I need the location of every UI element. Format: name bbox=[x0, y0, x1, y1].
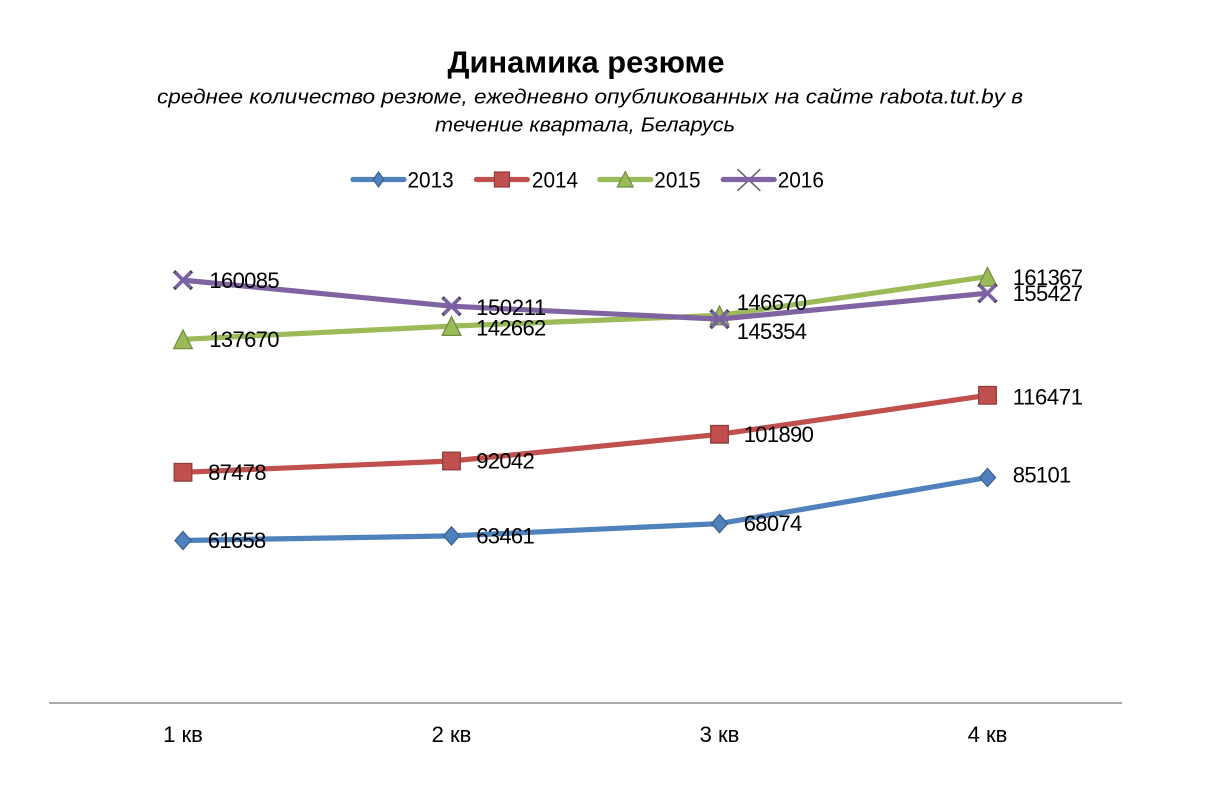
svg-text:68074: 68074 bbox=[744, 511, 803, 536]
svg-text:2014: 2014 bbox=[532, 167, 578, 192]
svg-text:3 кв: 3 кв bbox=[700, 722, 740, 747]
svg-text:2 кв: 2 кв bbox=[432, 722, 472, 747]
svg-text:4 кв: 4 кв bbox=[968, 722, 1008, 747]
svg-text:150211: 150211 bbox=[476, 295, 546, 320]
svg-text:155427: 155427 bbox=[1013, 281, 1083, 306]
svg-text:течение квартала, Беларусь: течение квартала, Беларусь bbox=[435, 113, 735, 136]
svg-text:85101: 85101 bbox=[1013, 462, 1072, 487]
svg-text:145354: 145354 bbox=[737, 319, 807, 344]
svg-text:1 кв: 1 кв bbox=[163, 722, 203, 747]
svg-text:63461: 63461 bbox=[476, 524, 535, 549]
svg-text:Динамика резюме: Динамика резюме bbox=[448, 44, 725, 79]
svg-text:116471: 116471 bbox=[1013, 385, 1083, 410]
svg-text:87478: 87478 bbox=[208, 460, 267, 485]
svg-text:2013: 2013 bbox=[408, 167, 454, 192]
svg-text:161367: 161367 bbox=[1013, 265, 1083, 290]
svg-text:92042: 92042 bbox=[476, 449, 535, 474]
svg-text:142662: 142662 bbox=[476, 315, 546, 340]
svg-text:146670: 146670 bbox=[737, 290, 807, 315]
svg-text:160085: 160085 bbox=[209, 268, 279, 293]
svg-text:137670: 137670 bbox=[209, 327, 279, 352]
svg-text:2015: 2015 bbox=[654, 167, 700, 192]
svg-text:101890: 101890 bbox=[744, 422, 814, 447]
svg-text:61658: 61658 bbox=[208, 528, 266, 553]
svg-text:2016: 2016 bbox=[778, 167, 824, 192]
svg-text:среднее количество резюме, еже: среднее количество резюме, ежедневно опу… bbox=[157, 85, 1023, 108]
